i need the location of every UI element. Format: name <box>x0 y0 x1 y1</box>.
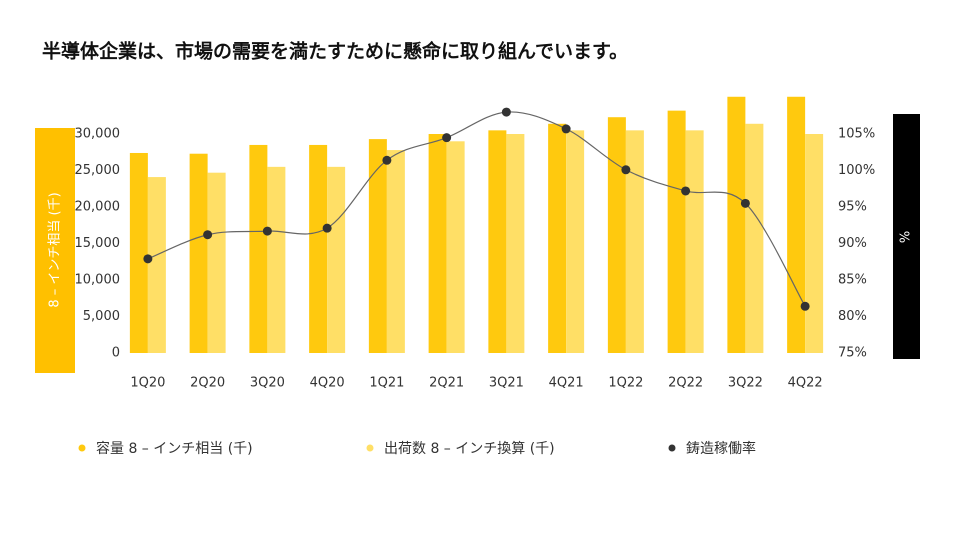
bar <box>327 166 346 353</box>
y2-tick-label: 90% <box>838 236 867 251</box>
bar <box>309 144 328 353</box>
bar <box>787 96 806 354</box>
bar <box>805 134 824 353</box>
x-tick-label: 4Q21 <box>549 376 584 391</box>
legend-label: 出荷数 8 – インチ換算 (千) <box>384 441 555 457</box>
line-marker <box>501 107 511 117</box>
y2-tick-label: 75% <box>838 346 867 361</box>
x-tick-label: 3Q22 <box>728 376 763 391</box>
line-marker <box>681 186 691 196</box>
chart-title: 半導体企業は、市場の需要を満たすために懸命に取り組んでいます。 <box>42 40 628 63</box>
y-tick-label: 25,000 <box>75 163 121 178</box>
x-tick-label: 3Q21 <box>489 376 524 391</box>
line-marker <box>561 124 571 134</box>
line-marker <box>740 198 750 208</box>
bar <box>727 96 746 354</box>
bar <box>249 144 268 353</box>
y-axis-label: 8 – インチ相当 (千) <box>48 192 63 307</box>
y2-axis-label-box <box>893 114 920 359</box>
y2-tick-label: 95% <box>838 200 867 215</box>
x-tick-label: 1Q21 <box>369 376 404 391</box>
bar <box>667 110 686 353</box>
bar <box>607 117 626 354</box>
x-tick-label: 1Q20 <box>130 376 165 391</box>
line <box>147 111 806 307</box>
line-marker <box>621 165 631 175</box>
line-marker <box>203 230 213 240</box>
y-axis-label-box <box>35 128 75 373</box>
bar <box>745 123 764 353</box>
y-tick-label: 15,000 <box>75 236 121 251</box>
bar <box>625 130 644 353</box>
legend-label: 容量 8 – インチ相当 (千) <box>96 440 253 457</box>
x-tick-label: 4Q22 <box>788 376 823 391</box>
bar <box>147 177 166 353</box>
bar <box>506 134 525 353</box>
legend-marker <box>668 444 676 452</box>
x-tick-label: 2Q22 <box>668 376 703 391</box>
bar <box>548 123 567 353</box>
legend-marker <box>366 444 374 452</box>
line-marker <box>382 155 392 165</box>
y2-axis-label: % <box>899 231 914 243</box>
y-tick-label: 10,000 <box>75 273 121 288</box>
bar <box>386 150 405 353</box>
line-marker <box>322 223 332 233</box>
y-tick-label: 30,000 <box>75 127 121 142</box>
line-marker <box>442 133 452 143</box>
legend-label: 鋳造稼働率 <box>686 440 756 457</box>
bar <box>207 172 226 353</box>
bar <box>368 139 387 353</box>
line-marker <box>800 301 810 311</box>
x-tick-label: 1Q22 <box>608 376 643 391</box>
line-marker <box>262 226 272 236</box>
y-tick-label: 20,000 <box>75 200 121 215</box>
x-tick-label: 2Q21 <box>429 376 464 391</box>
legend-marker <box>78 444 86 452</box>
x-tick-label: 2Q20 <box>190 376 225 391</box>
y2-tick-label: 80% <box>838 309 867 324</box>
y2-tick-label: 85% <box>838 273 867 288</box>
y-tick-label: 5,000 <box>83 309 120 324</box>
y2-tick-label: 100% <box>838 163 875 178</box>
x-tick-label: 4Q20 <box>310 376 345 391</box>
bar <box>129 152 148 353</box>
bar <box>566 130 585 353</box>
bar <box>267 166 286 353</box>
bar <box>428 134 447 353</box>
bar <box>685 130 704 353</box>
x-tick-label: 3Q20 <box>250 376 285 391</box>
bar <box>446 141 465 353</box>
y-tick-label: 0 <box>112 346 120 361</box>
y2-tick-label: 105% <box>838 127 875 142</box>
bar <box>189 153 208 353</box>
line-marker <box>143 254 153 264</box>
bar <box>488 130 507 353</box>
